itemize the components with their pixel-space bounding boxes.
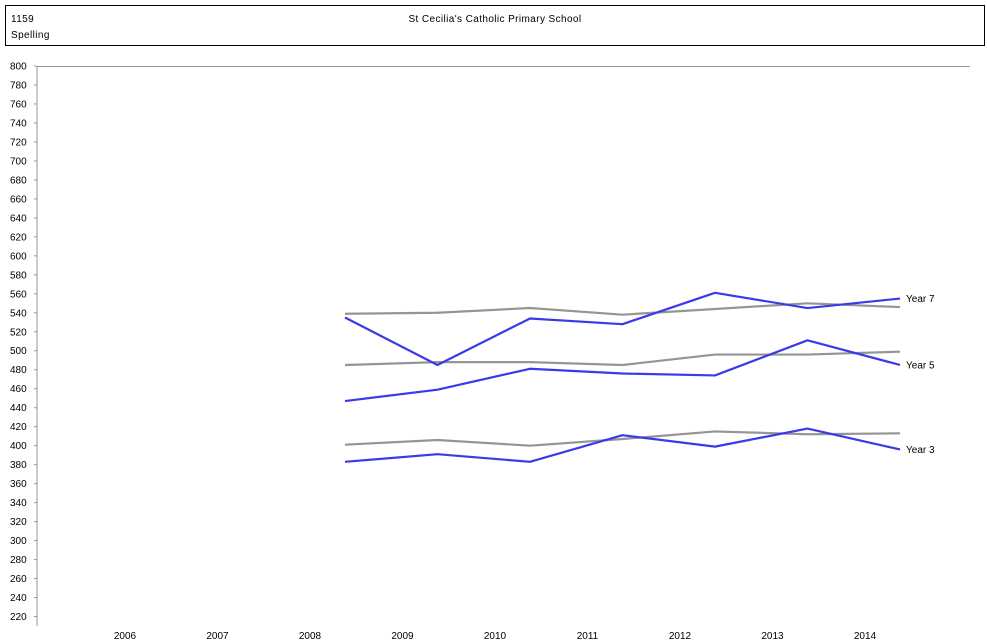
y-tick-label: 460 (10, 384, 27, 395)
y-tick-label: 320 (10, 517, 27, 528)
y-tick-label: 280 (10, 555, 27, 566)
y-tick-label: 500 (10, 346, 27, 357)
x-tick-label: 2010 (484, 631, 507, 642)
y-tick-label: 360 (10, 479, 27, 490)
x-tick-label: 2009 (391, 631, 414, 642)
y-tick-label: 680 (10, 175, 27, 186)
x-tick-label: 2012 (669, 631, 692, 642)
y-tick-label: 580 (10, 270, 27, 281)
y-tick-label: 520 (10, 327, 27, 338)
y-tick-label: 800 (10, 62, 27, 73)
y-tick-label: 740 (10, 118, 27, 129)
y-tick-label: 480 (10, 365, 27, 376)
y-tick-label: 420 (10, 422, 27, 433)
y-tick-label: 720 (10, 137, 27, 148)
series-label: Year 5 (906, 360, 935, 371)
school-id: 1159 (11, 14, 35, 25)
y-tick-label: 340 (10, 498, 27, 509)
y-tick-label: 620 (10, 232, 27, 243)
x-tick-label: 2011 (577, 631, 599, 642)
y-tick-label: 540 (10, 308, 27, 319)
y-tick-label: 400 (10, 441, 27, 452)
y-tick-label: 640 (10, 213, 27, 224)
subject-label: Spelling (11, 30, 50, 41)
state-series-line (344, 302, 901, 316)
state-series-line (344, 350, 901, 367)
x-tick-label: 2014 (854, 631, 877, 642)
y-tick-label: 240 (10, 593, 27, 604)
school-series-line (344, 427, 901, 463)
series-label: Year 3 (906, 445, 935, 456)
y-tick-label: 660 (10, 194, 27, 205)
y-tick-label: 600 (10, 251, 27, 262)
report-header: 1159 St Cecilia's Catholic Primary Schoo… (5, 5, 985, 46)
y-tick-label: 780 (10, 80, 27, 91)
x-tick-label: 2013 (761, 631, 784, 642)
school-name: St Cecilia's Catholic Primary School (408, 14, 582, 25)
y-tick-label: 760 (10, 99, 27, 110)
y-tick-label: 260 (10, 574, 27, 585)
y-tick-label: 440 (10, 403, 27, 414)
series-label: Year 7 (906, 294, 935, 305)
y-tick-label: 700 (10, 156, 27, 167)
x-tick-label: 2007 (206, 631, 229, 642)
x-tick-label: 2006 (114, 631, 137, 642)
y-tick-label: 380 (10, 460, 27, 471)
y-tick-label: 300 (10, 536, 27, 547)
y-tick-label: 560 (10, 289, 27, 300)
school-series-line (344, 291, 901, 367)
y-tick-label: 220 (10, 612, 27, 623)
state-series-line (344, 430, 901, 447)
school-series-line (344, 339, 901, 403)
x-tick-label: 2008 (299, 631, 322, 642)
